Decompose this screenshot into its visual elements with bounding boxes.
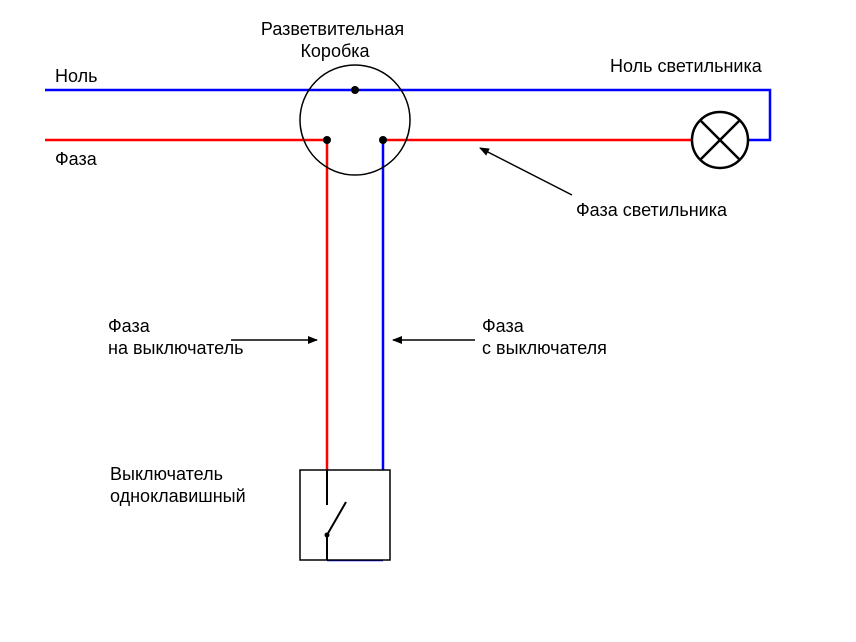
label-lamp-neutral: Ноль светильника xyxy=(610,56,763,76)
terminal-phase-in xyxy=(323,136,331,144)
label-neutral: Ноль xyxy=(55,66,98,86)
lamp-symbol xyxy=(692,112,748,168)
arrow-lamp-phase xyxy=(480,148,572,195)
label-lamp-phase: Фаза светильника xyxy=(576,200,728,220)
terminal-neutral xyxy=(351,86,359,94)
label-switch: Выключатель одноклавишный xyxy=(110,464,246,506)
wiring-diagram: Разветвительная Коробка Ноль Фаза Ноль с… xyxy=(0,0,856,642)
label-phase-from-switch: Фаза с выключателя xyxy=(482,316,607,358)
label-phase: Фаза xyxy=(55,149,98,169)
switch-symbol xyxy=(300,470,390,560)
junction-box xyxy=(300,65,410,175)
label-phase-to-switch: Фаза на выключатель xyxy=(108,316,243,358)
label-junction-box: Разветвительная Коробка xyxy=(261,19,409,61)
terminal-phase-out xyxy=(379,136,387,144)
